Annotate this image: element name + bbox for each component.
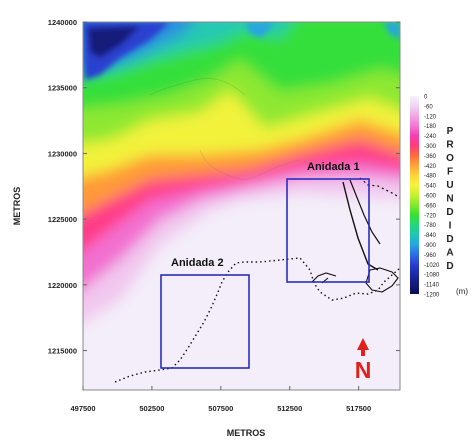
- hillshade-ridge: [199, 149, 301, 181]
- y-axis-ticks: 1240000 1235000 1230000 1225000 1220000 12150…: [48, 18, 400, 356]
- colorbar-title-letter: D: [446, 261, 453, 272]
- colorbar-label: -300: [424, 144, 437, 150]
- colorbar-label: -240: [424, 134, 437, 140]
- nest2-box: [160, 274, 250, 369]
- y-tick-label: 1240000: [48, 18, 77, 27]
- nest1-box: [286, 178, 370, 283]
- north-arrow: N: [355, 338, 372, 383]
- x-axis-label: METROS: [227, 428, 266, 438]
- north-arrow-head-icon: [357, 338, 369, 356]
- colorbar-label: -60: [424, 104, 433, 110]
- colorbar-label: -1200: [424, 293, 440, 299]
- y-tick-label: 1230000: [48, 149, 77, 158]
- band-900-patch: [245, 22, 275, 38]
- colorbar-label: -480: [424, 174, 437, 180]
- colorbar-label: -660: [424, 203, 437, 209]
- colorbar-label: -1140: [424, 283, 440, 289]
- colorbar-label: -180: [424, 124, 437, 130]
- plot-frame: [82, 21, 401, 391]
- deep-zones: [83, 22, 400, 80]
- island-outline: [365, 267, 399, 293]
- colorbar-title-letter: D: [446, 234, 453, 245]
- colorbar-title-letter: U: [446, 180, 453, 191]
- colorbar-title-letter: P: [447, 126, 454, 137]
- x-tick-label: 502500: [139, 404, 164, 413]
- nest2-label: Anidada 2: [171, 257, 224, 269]
- colorbar-label: -840: [424, 233, 437, 239]
- colorbar-title-letter: I: [449, 221, 452, 232]
- colorbar-title-letter: O: [446, 153, 454, 164]
- nest1-label: Anidada 1: [307, 161, 360, 173]
- north-arrow-symbol: N: [355, 357, 372, 383]
- colorbar-label: -720: [424, 213, 437, 219]
- coastline: [114, 177, 401, 383]
- colorbar-label: -900: [424, 243, 437, 249]
- colorbar-unit: (m): [456, 287, 468, 296]
- colorbar-title-letter: D: [446, 207, 453, 218]
- colorbar-label: -600: [424, 194, 437, 200]
- y-tick-label: 1215000: [48, 347, 77, 356]
- colorbar-label: -780: [424, 223, 437, 229]
- coastline-solid-1: [342, 181, 379, 271]
- colorbar-label: -420: [424, 164, 437, 170]
- colorbar-labels: 0 -60 -120 -180 -240 -300 -360 -420 -480 -540 -600…: [424, 95, 440, 299]
- x-tick-label: 497500: [70, 404, 95, 413]
- colorbar-title-letter: N: [446, 194, 453, 205]
- band-900-patch-east: [383, 22, 400, 40]
- x-tick-label: 512500: [277, 404, 302, 413]
- colorbar-title-letter: F: [447, 167, 453, 178]
- x-tick-label: 507500: [208, 404, 233, 413]
- coast-inlet: [311, 272, 337, 283]
- colorbar-label: -1020: [424, 263, 440, 269]
- colorbar-label: -360: [424, 154, 437, 160]
- y-axis-label: METROS: [12, 187, 22, 226]
- y-tick-label: 1220000: [48, 281, 77, 290]
- x-tick-label: 517500: [346, 404, 371, 413]
- colorbar-label: -960: [424, 253, 437, 259]
- band-1140: [88, 26, 140, 58]
- colorbar-label: -1080: [424, 273, 440, 279]
- bathymetry-raster: [83, 22, 400, 390]
- y-tick-label: 1235000: [48, 84, 77, 93]
- colorbar-label: 0: [424, 95, 428, 101]
- colorbar-label: -120: [424, 114, 437, 120]
- colorbar: [410, 96, 419, 294]
- colorbar-label: -540: [424, 184, 437, 190]
- coastline-dotted-east: [359, 177, 401, 199]
- hillshade-ridge-2: [149, 78, 246, 96]
- y-tick-label: 1225000: [48, 215, 77, 224]
- colorbar-title-letter: A: [446, 248, 453, 259]
- x-axis-ticks: 497500 502500 507500 512500 517500: [70, 386, 371, 413]
- colorbar-title-letter: R: [446, 140, 454, 151]
- coastline-solid-2: [349, 179, 381, 245]
